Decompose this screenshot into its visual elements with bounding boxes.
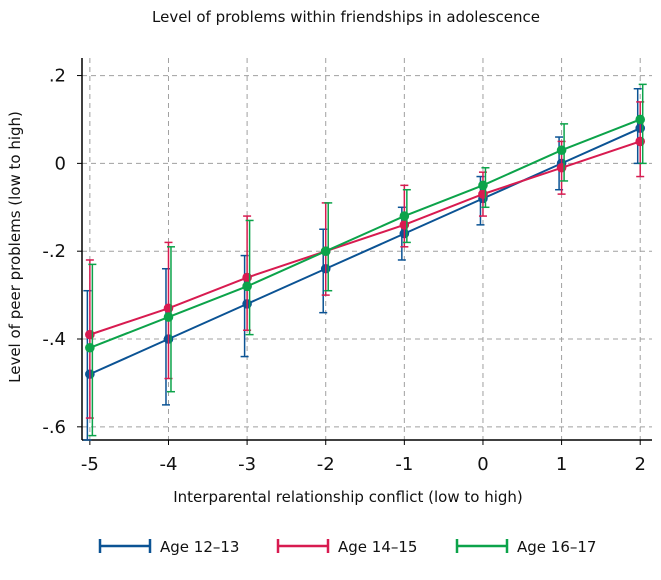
y-tick-label: 0	[55, 153, 66, 174]
grid-lines	[82, 58, 652, 440]
legend-label: Age 14–15	[338, 538, 417, 556]
data-point	[635, 114, 646, 125]
series-line	[89, 127, 641, 376]
data-point	[556, 145, 567, 156]
y-axis-label: Level of peer problems (low to high)	[6, 111, 24, 383]
data-point	[242, 281, 252, 292]
x-tick-label: -2	[317, 454, 335, 475]
x-tick-label: 1	[556, 454, 567, 475]
y-tick-label: .2	[49, 66, 66, 87]
legend-label: Age 12–13	[160, 538, 239, 556]
x-tick-label: -3	[238, 454, 256, 475]
series-line	[89, 140, 641, 336]
axes	[77, 58, 652, 445]
data-point	[242, 272, 252, 283]
x-tick-label: -1	[395, 454, 413, 475]
x-tick-label: 2	[634, 454, 645, 475]
data-point	[478, 180, 488, 191]
data-point	[85, 342, 95, 353]
data-point	[320, 246, 331, 256]
data-point	[399, 211, 410, 221]
legend-label: Age 16–17	[517, 538, 596, 556]
tick-labels: .2 0 -.2 -.4 -.6 -5 -4 -3 -2 -1 0 1 2	[42, 66, 646, 475]
data-point	[399, 220, 410, 230]
data-point	[556, 162, 567, 173]
x-axis-label: Interparental relationship conflict (low…	[173, 488, 523, 506]
legend-item-3: Age 16–17	[455, 538, 596, 556]
data-point	[85, 329, 95, 340]
data-point	[163, 312, 174, 322]
series-3	[85, 83, 647, 437]
series-layer	[83, 83, 647, 441]
legend-item-1: Age 12–13	[98, 538, 239, 556]
data-point	[635, 136, 646, 147]
series-line	[89, 118, 641, 349]
data-point	[163, 303, 174, 314]
legend-item-2: Age 14–15	[276, 538, 417, 556]
x-tick-label: 0	[477, 454, 488, 475]
legend: Age 12–13 Age 14–15 Age 16–17	[98, 538, 596, 556]
y-tick-label: -.6	[42, 417, 66, 438]
y-tick-label: -.4	[42, 329, 66, 350]
x-tick-label: -5	[81, 454, 99, 475]
chart-title: Level of problems within friendships in …	[152, 8, 540, 26]
x-tick-label: -4	[160, 454, 178, 475]
data-point	[478, 189, 488, 199]
y-tick-label: -.2	[42, 241, 66, 262]
